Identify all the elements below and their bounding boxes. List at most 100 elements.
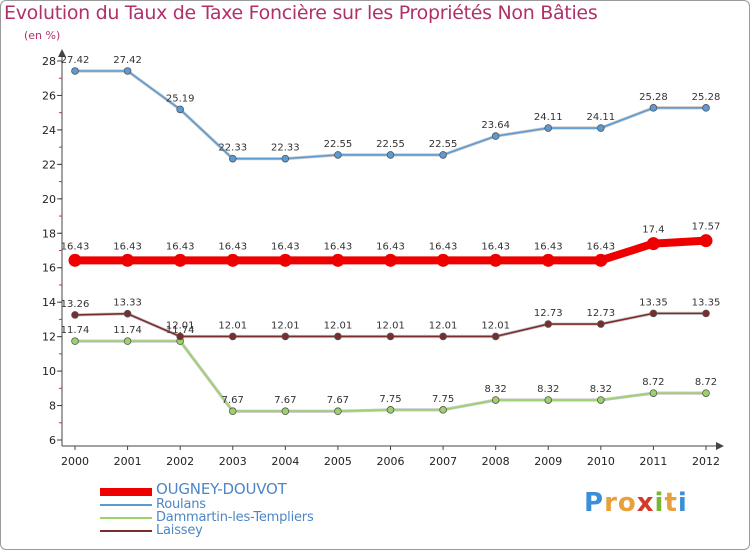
- data-label-dammartin-les-templiers: 11.74: [113, 325, 142, 336]
- data-label-laissey: 12.01: [166, 320, 195, 331]
- data-label-laissey: 12.01: [376, 320, 405, 331]
- data-point-laissey: [228, 332, 237, 341]
- data-point-roulans: [71, 67, 79, 75]
- brand-logo-letter: t: [664, 488, 678, 518]
- data-label-roulans: 25.19: [166, 93, 195, 104]
- legend-swatch: [100, 504, 152, 506]
- data-label-laissey: 12.01: [481, 320, 510, 331]
- data-point-ougney-douvot: [226, 253, 240, 267]
- data-point-ougney-douvot: [541, 253, 555, 267]
- data-point-ougney-douvot: [646, 237, 660, 251]
- data-point-roulans: [176, 105, 184, 114]
- data-label-dammartin-les-templiers: 7.67: [327, 395, 349, 406]
- legend-swatch: [100, 488, 152, 496]
- data-label-dammartin-les-templiers: 8.32: [590, 384, 612, 395]
- x-tick-label: 2004: [271, 455, 299, 468]
- data-point-laissey: [439, 332, 447, 341]
- y-tick-label: 26: [42, 89, 56, 102]
- data-label-laissey: 12.73: [587, 308, 616, 319]
- data-label-dammartin-les-templiers: 8.72: [695, 377, 717, 388]
- y-tick-label: 18: [42, 227, 56, 240]
- data-point-roulans: [702, 104, 710, 112]
- data-label-roulans: 24.11: [534, 112, 563, 123]
- y-tick-label: 10: [42, 365, 56, 378]
- data-point-laissey: [176, 332, 184, 341]
- data-label-dammartin-les-templiers: 7.75: [379, 394, 401, 405]
- data-point-ougney-douvot: [384, 253, 397, 267]
- data-label-dammartin-les-templiers: 8.32: [537, 384, 559, 395]
- y-tick-label: 28: [42, 55, 56, 68]
- data-label-laissey: 13.26: [61, 299, 90, 310]
- data-point-dammartin-les-templiers: [544, 396, 553, 404]
- data-point-laissey: [597, 320, 605, 328]
- data-point-roulans: [491, 132, 500, 140]
- data-label-ougney-douvot: 16.43: [429, 241, 458, 252]
- x-tick-label: 2009: [534, 455, 562, 468]
- data-label-roulans: 27.42: [113, 55, 142, 66]
- x-tick-label: 2001: [114, 455, 142, 468]
- data-point-roulans: [281, 154, 290, 163]
- data-label-dammartin-les-templiers: 11.74: [166, 325, 195, 336]
- data-point-roulans: [123, 67, 132, 75]
- x-tick-label: 2008: [482, 455, 510, 468]
- data-label-laissey: 13.33: [113, 298, 142, 309]
- data-point-dammartin-les-templiers: [228, 407, 237, 416]
- data-point-ougney-douvot: [699, 234, 713, 248]
- y-tick-label: 6: [49, 434, 56, 447]
- data-point-ougney-douvot: [594, 253, 608, 267]
- data-point-dammartin-les-templiers: [702, 389, 710, 397]
- data-label-ougney-douvot: 17.4: [642, 225, 664, 236]
- data-label-roulans: 22.55: [376, 139, 405, 150]
- data-point-laissey: [386, 332, 395, 341]
- data-label-roulans: 22.33: [271, 143, 300, 154]
- data-point-dammartin-les-templiers: [71, 337, 79, 345]
- data-point-dammartin-les-templiers: [334, 407, 342, 416]
- data-label-ougney-douvot: 16.43: [481, 241, 510, 252]
- data-label-laissey: 13.35: [692, 297, 721, 308]
- brand-logo-letter: o: [617, 488, 637, 518]
- brand-logo: Proxiti: [584, 488, 688, 518]
- x-tick-label: 2005: [324, 455, 352, 468]
- data-label-ougney-douvot: 16.43: [166, 241, 195, 252]
- data-point-roulans: [649, 104, 658, 112]
- data-point-dammartin-les-templiers: [597, 396, 605, 404]
- data-label-laissey: 12.01: [218, 320, 247, 331]
- data-point-roulans: [544, 124, 553, 132]
- data-point-laissey: [123, 309, 132, 318]
- data-label-ougney-douvot: 16.43: [324, 241, 353, 252]
- y-tick-label: 22: [42, 158, 56, 171]
- x-axis-arrow: [716, 442, 724, 450]
- data-point-laissey: [491, 332, 500, 341]
- y-tick-label: 20: [42, 193, 56, 206]
- data-label-roulans: 27.42: [61, 55, 90, 66]
- x-tick-label: 2010: [587, 455, 615, 468]
- y-tick-label: 12: [42, 331, 56, 344]
- data-label-dammartin-les-templiers: 7.67: [274, 395, 296, 406]
- data-label-laissey: 13.35: [639, 297, 668, 308]
- data-label-ougney-douvot: 16.43: [534, 241, 563, 252]
- data-point-ougney-douvot: [331, 253, 345, 267]
- x-tick-label: 2012: [692, 455, 720, 468]
- y-tick-label: 24: [42, 124, 56, 137]
- brand-logo-letter: i: [677, 488, 688, 518]
- x-tick-label: 2011: [639, 455, 667, 468]
- brand-logo-letter: i: [654, 488, 665, 518]
- data-label-laissey: 12.01: [324, 320, 353, 331]
- data-point-roulans: [439, 151, 447, 159]
- data-point-roulans: [386, 151, 395, 159]
- data-point-dammartin-les-templiers: [386, 406, 395, 414]
- legend-swatch: [100, 530, 152, 532]
- data-label-ougney-douvot: 17.57: [692, 222, 721, 233]
- data-label-roulans: 24.11: [587, 112, 616, 123]
- data-label-dammartin-les-templiers: 8.72: [642, 377, 664, 388]
- data-label-ougney-douvot: 16.43: [61, 241, 90, 252]
- data-label-roulans: 22.55: [429, 139, 458, 150]
- data-label-roulans: 22.33: [218, 143, 247, 154]
- y-tick-label: 14: [42, 296, 56, 309]
- legend-label: Laissey: [156, 523, 203, 538]
- legend-label: OUGNEY-DOUVOT: [156, 480, 287, 498]
- data-label-ougney-douvot: 16.43: [218, 241, 247, 252]
- legend-label: Roulans: [156, 497, 206, 512]
- data-point-laissey: [71, 311, 79, 319]
